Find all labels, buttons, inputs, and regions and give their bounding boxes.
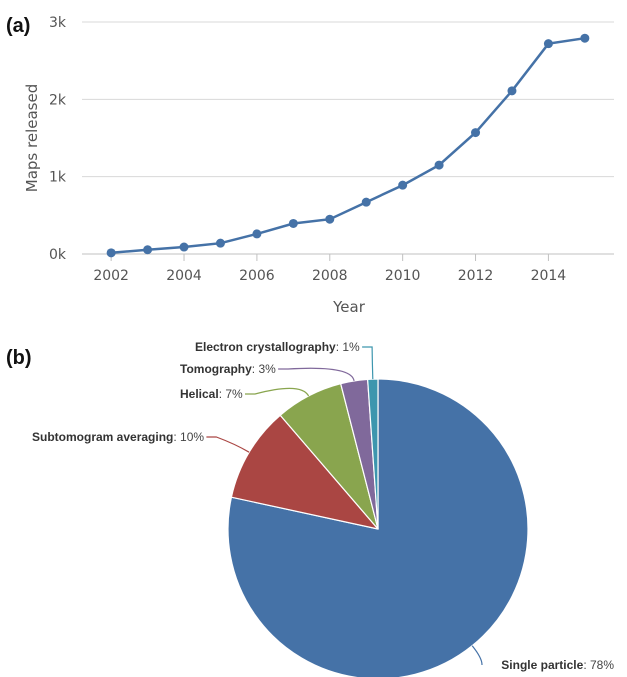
x-tick-labels: 2002 2004 2006 2008 2010 2012 2014 <box>93 254 566 284</box>
x-tick-label: 2014 <box>531 268 567 284</box>
pie-label: Single particle: 78% <box>501 658 614 672</box>
data-point <box>507 86 517 96</box>
x-tick-label: 2010 <box>385 268 421 284</box>
data-point <box>215 238 225 248</box>
pie-slice <box>230 414 379 530</box>
data-point <box>434 160 444 170</box>
pie-connector <box>362 346 374 380</box>
x-tick-label: 2004 <box>166 268 202 284</box>
x-tick-label: 2008 <box>312 268 348 284</box>
data-point <box>106 248 116 258</box>
pie-labels: Single particle: 78% Subtomogram averagin… <box>32 340 614 672</box>
pie-chart-panel: (b) Single particle: 78% Subtomogram aver… <box>6 340 614 677</box>
gridlines <box>82 21 614 255</box>
panel-a-label: (a) <box>6 15 30 37</box>
pie-connector <box>245 387 310 397</box>
y-axis-title: Maps released <box>23 84 41 192</box>
y-tick-label: 1k <box>49 170 67 186</box>
panel-b-label: (b) <box>6 347 32 369</box>
data-point <box>543 39 553 49</box>
x-axis-title: Year <box>332 298 366 316</box>
y-tick-label: 3k <box>49 15 67 31</box>
pie-label-connectors <box>206 346 483 666</box>
series-maps-released <box>106 33 590 258</box>
y-tick-label: 2k <box>49 92 67 108</box>
pie-slice <box>227 378 529 677</box>
pie-label: Subtomogram averaging: 10% <box>32 430 204 444</box>
data-point <box>471 128 481 138</box>
pie-label: Electron crystallography: 1% <box>195 340 360 354</box>
data-point <box>143 245 153 255</box>
data-point <box>325 214 335 224</box>
pie-connector <box>206 436 250 453</box>
x-tick-label: 2012 <box>458 268 494 284</box>
line-chart-panel: (a) 0k 1k 2k 3k 2002 2004 2006 2008 2010 2012 201… <box>6 15 614 316</box>
pie-connector <box>471 645 483 666</box>
data-point <box>580 33 590 43</box>
data-point <box>398 180 408 190</box>
pie-connector <box>278 367 355 382</box>
x-tick-label: 2002 <box>93 268 129 284</box>
pie-label: Helical: 7% <box>180 387 243 401</box>
data-point <box>288 218 298 228</box>
pie-label: Tomography: 3% <box>180 362 276 376</box>
x-tick-label: 2006 <box>239 268 275 284</box>
data-point <box>361 197 371 207</box>
series-line <box>111 36 585 255</box>
y-tick-labels: 0k 1k 2k 3k <box>49 15 67 263</box>
data-point <box>179 242 189 252</box>
data-point <box>252 229 262 239</box>
y-tick-label: 0k <box>49 247 67 263</box>
pie-slices <box>227 378 529 677</box>
